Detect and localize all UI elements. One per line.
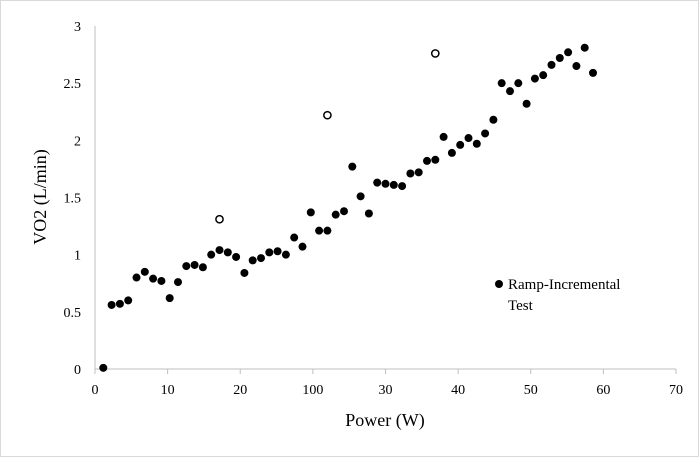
x-tick-label: 100 (302, 383, 323, 398)
data-point (580, 43, 589, 52)
data-point (464, 134, 473, 143)
data-point (481, 129, 490, 138)
x-tick-label: 10 (161, 383, 175, 398)
data-point (157, 276, 166, 285)
x-axis-title: Power (W) (345, 410, 424, 431)
data-point (389, 180, 398, 189)
data-point (315, 226, 324, 235)
legend-label-line2: Test (508, 298, 534, 314)
legend-marker (495, 280, 503, 288)
data-point (348, 162, 357, 171)
data-point (489, 115, 498, 124)
data-point (356, 192, 365, 201)
open-data-point (215, 214, 224, 224)
data-point (232, 252, 241, 261)
data-point (589, 68, 597, 77)
data-point (240, 268, 249, 277)
y-tick-label: 1 (74, 249, 81, 264)
data-point (414, 168, 423, 177)
data-point (472, 139, 481, 148)
data-point (431, 155, 440, 164)
x-tick-label: 40 (451, 383, 465, 398)
data-point (273, 247, 282, 256)
data-point (564, 48, 573, 57)
data-point (373, 178, 382, 187)
x-tick-label: 50 (524, 383, 538, 398)
open-data-point (430, 49, 440, 58)
data-points (99, 43, 597, 372)
data-point (298, 242, 307, 251)
data-point (539, 71, 548, 80)
y-tick-label: 0 (74, 363, 81, 378)
data-point (132, 273, 141, 282)
x-tick-label: 20 (233, 383, 247, 398)
data-point (555, 54, 564, 63)
data-point (514, 79, 523, 88)
legend-label-line1: Ramp-Incremental (508, 277, 620, 293)
tick-labels: 0 10 20 100 30 40 50 60 70 0 0.5 1 1.5 2 2.5 3 (64, 20, 684, 398)
data-point (99, 363, 108, 372)
data-point (423, 156, 431, 165)
legend: Ramp-Incremental Test (495, 277, 620, 314)
data-point (198, 263, 207, 272)
axes (94, 26, 677, 374)
data-point (149, 274, 158, 283)
data-point (530, 74, 539, 83)
y-tick-label: 3 (74, 20, 81, 35)
data-point (248, 256, 257, 265)
data-point (522, 99, 531, 108)
data-point (174, 278, 182, 287)
x-tick-label: 0 (92, 383, 99, 398)
data-point (497, 79, 506, 88)
data-point (107, 300, 116, 309)
data-point (207, 250, 216, 259)
data-point (331, 210, 340, 219)
x-tick-label: 70 (669, 383, 683, 398)
data-point (447, 148, 456, 157)
data-point (265, 248, 274, 257)
data-point (340, 207, 348, 216)
y-tick-label: 0.5 (64, 306, 82, 321)
data-point (190, 260, 199, 269)
x-tick-label: 60 (596, 383, 610, 398)
data-point (439, 132, 448, 141)
data-point (306, 208, 315, 217)
data-point (215, 246, 224, 255)
y-tick-label: 2 (74, 134, 81, 149)
data-point (381, 179, 390, 188)
x-tick-label: 30 (379, 383, 393, 398)
data-point (506, 87, 514, 96)
data-point (323, 226, 332, 235)
data-point (223, 248, 232, 257)
data-point (140, 267, 149, 276)
y-tick-label: 1.5 (64, 192, 82, 207)
data-point (406, 169, 415, 178)
open-data-point (323, 110, 332, 120)
data-point (456, 140, 465, 149)
data-point (115, 299, 124, 308)
data-point (364, 209, 373, 218)
y-axis-title: VO2 (L/min) (30, 149, 51, 244)
data-point (547, 60, 556, 69)
data-point (572, 62, 581, 71)
y-tick-label: 2.5 (64, 77, 82, 92)
data-point (165, 294, 174, 303)
data-point (281, 250, 290, 259)
data-point (257, 254, 265, 263)
data-point (182, 262, 191, 271)
data-point (124, 296, 133, 305)
data-point (398, 182, 407, 191)
data-point (290, 233, 299, 242)
